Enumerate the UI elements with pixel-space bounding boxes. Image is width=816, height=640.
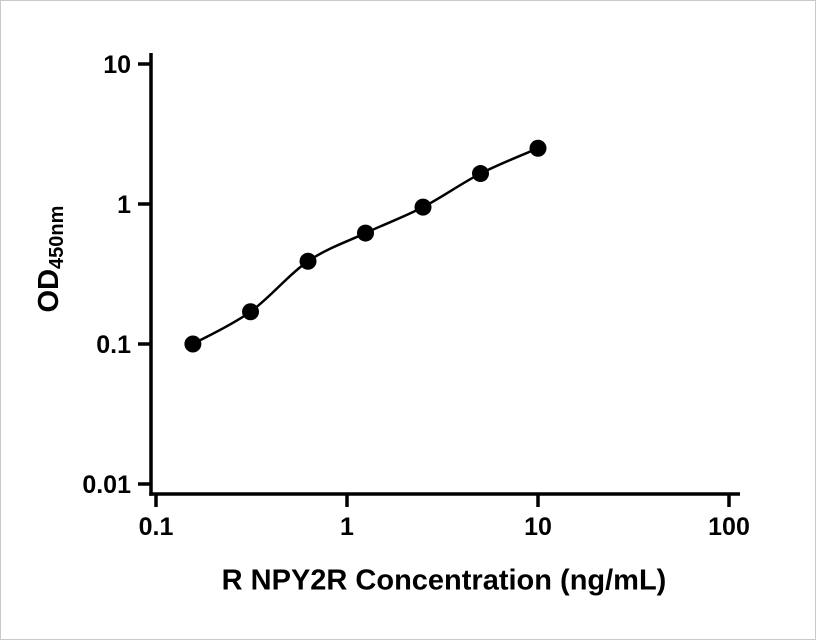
y-tick-label: 0.1 xyxy=(96,331,131,359)
y-tick-label: 10 xyxy=(103,51,131,79)
y-axis-title: OD450nm xyxy=(33,206,69,313)
x-tick-label: 0.1 xyxy=(139,513,174,541)
x-tick-label: 10 xyxy=(524,513,552,541)
y-axis-title-main: OD xyxy=(33,268,65,313)
data-point xyxy=(299,252,317,270)
x-tick-label: 1 xyxy=(340,513,354,541)
y-tick-label: 0.01 xyxy=(82,471,131,499)
data-point xyxy=(414,198,432,216)
y-axis-title-subscript: 450nm xyxy=(46,205,68,269)
y-tick-label: 1 xyxy=(117,191,131,219)
data-point xyxy=(242,303,260,321)
x-tick-label: 100 xyxy=(708,513,750,541)
x-axis-title: R NPY2R Concentration (ng/mL) xyxy=(221,564,667,597)
data-point xyxy=(529,139,547,157)
data-point xyxy=(472,165,490,183)
data-point xyxy=(357,224,375,242)
data-point xyxy=(184,335,202,353)
